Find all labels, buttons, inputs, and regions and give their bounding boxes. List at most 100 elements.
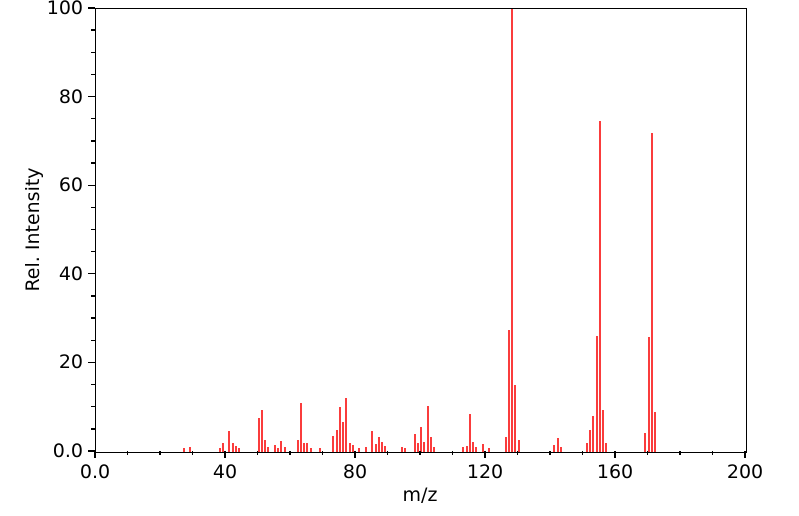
plot-area [95, 8, 747, 453]
spectrum-peak [465, 446, 468, 452]
y-tick-label: 60 [58, 174, 83, 197]
spectrum-peak [280, 440, 283, 452]
spectrum-peak [644, 432, 647, 452]
spectrum-peak [511, 9, 513, 452]
spectrum-peak [299, 403, 302, 452]
spectrum-peak [602, 409, 604, 452]
spectrum-peak [221, 443, 224, 452]
x-tick-minor [549, 451, 551, 455]
spectrum-peak [231, 443, 234, 452]
y-tick-minor [91, 140, 95, 142]
spectrum-peak [384, 446, 387, 452]
spectrum-peak [433, 446, 435, 452]
spectrum-peak [475, 446, 478, 452]
x-tick-minor [711, 451, 714, 455]
spectrum-peak [257, 418, 260, 452]
spectrum-peak [374, 444, 377, 452]
spectrum-peak [381, 442, 383, 452]
y-tick-minor [91, 29, 95, 31]
spectrum-peak [556, 437, 559, 452]
spectrum-peak [377, 436, 380, 452]
spectrum-peaks [96, 9, 746, 452]
y-tick-label: 20 [58, 351, 83, 374]
y-axis: 0.0 20 40 60 80 100 [0, 0, 95, 462]
y-tick-minor [91, 295, 95, 297]
spectrum-peak [283, 446, 286, 452]
spectrum-peak [420, 427, 422, 452]
spectrum-peak [319, 447, 322, 452]
spectrum-peak [228, 430, 231, 452]
spectrum-peak [403, 447, 406, 452]
spectrum-peak [429, 437, 432, 452]
spectrum-peak [238, 448, 240, 452]
spectrum-peak [654, 412, 656, 452]
spectrum-peak [400, 446, 403, 452]
x-tick-major [484, 451, 486, 458]
x-tick-label: 40 [212, 461, 238, 483]
spectrum-peak [303, 442, 305, 452]
spectrum-peak [647, 336, 650, 452]
y-tick-minor [91, 51, 95, 53]
y-tick-major [88, 450, 95, 452]
spectrum-peak [358, 447, 361, 452]
x-tick-major [614, 451, 616, 458]
spectrum-peak [348, 443, 351, 452]
spectrum-peak [277, 447, 279, 452]
spectrum-peak [605, 443, 608, 452]
y-tick-major [88, 95, 95, 98]
spectrum-peak [371, 430, 374, 452]
y-tick-label: 80 [58, 85, 83, 108]
spectrum-peak [595, 336, 598, 452]
x-tick-label: 80 [342, 461, 368, 483]
x-tick-minor [321, 451, 324, 455]
spectrum-peak [650, 133, 653, 452]
x-tick-minor [581, 451, 584, 455]
y-tick-minor [91, 250, 95, 253]
spectrum-peak [309, 447, 312, 452]
spectrum-peak [306, 443, 309, 452]
spectrum-peak [182, 447, 185, 452]
y-tick-minor [91, 406, 95, 408]
y-tick-label: 100 [46, 0, 83, 19]
y-tick-minor [91, 428, 95, 430]
y-tick-minor [91, 73, 95, 76]
spectrum-peak [413, 433, 416, 452]
spectrum-peak [416, 443, 419, 452]
x-tick-major [744, 451, 746, 458]
y-tick-major [88, 7, 95, 9]
y-tick-minor [91, 118, 95, 120]
x-tick-minor [126, 451, 129, 455]
spectrum-peak [189, 446, 192, 452]
spectrum-peak [472, 441, 474, 452]
x-tick-minor [256, 451, 259, 455]
spectrum-peak [351, 445, 354, 452]
spectrum-peak [514, 384, 517, 452]
x-tick-label: 120 [466, 461, 504, 483]
spectrum-peak [296, 439, 299, 452]
spectrum-peak [553, 445, 556, 452]
x-tick-label: 200 [726, 461, 764, 483]
x-tick-label: 160 [596, 461, 634, 483]
spectrum-peak [481, 444, 484, 452]
spectrum-peak [592, 415, 595, 452]
spectrum-peak [426, 406, 429, 452]
spectrum-peak [345, 397, 348, 452]
x-axis: 0.0 40 80 120 160 200 [0, 451, 799, 516]
y-tick-label: 0.0 [52, 440, 83, 462]
spectrum-peak [218, 448, 221, 452]
y-tick-major [88, 273, 95, 275]
x-tick-minor [646, 451, 649, 455]
x-tick-major [354, 451, 356, 458]
x-tick-minor [289, 451, 291, 455]
spectrum-peak [598, 121, 601, 452]
x-tick-minor [451, 451, 454, 455]
x-tick-minor [516, 451, 519, 455]
y-tick-minor [91, 339, 95, 341]
spectrum-peak [273, 444, 276, 452]
y-tick-minor [91, 383, 95, 386]
spectrum-peak [267, 446, 270, 452]
spectrum-peak [507, 329, 510, 452]
y-tick-minor [91, 228, 95, 231]
spectrum-peak [332, 435, 335, 452]
